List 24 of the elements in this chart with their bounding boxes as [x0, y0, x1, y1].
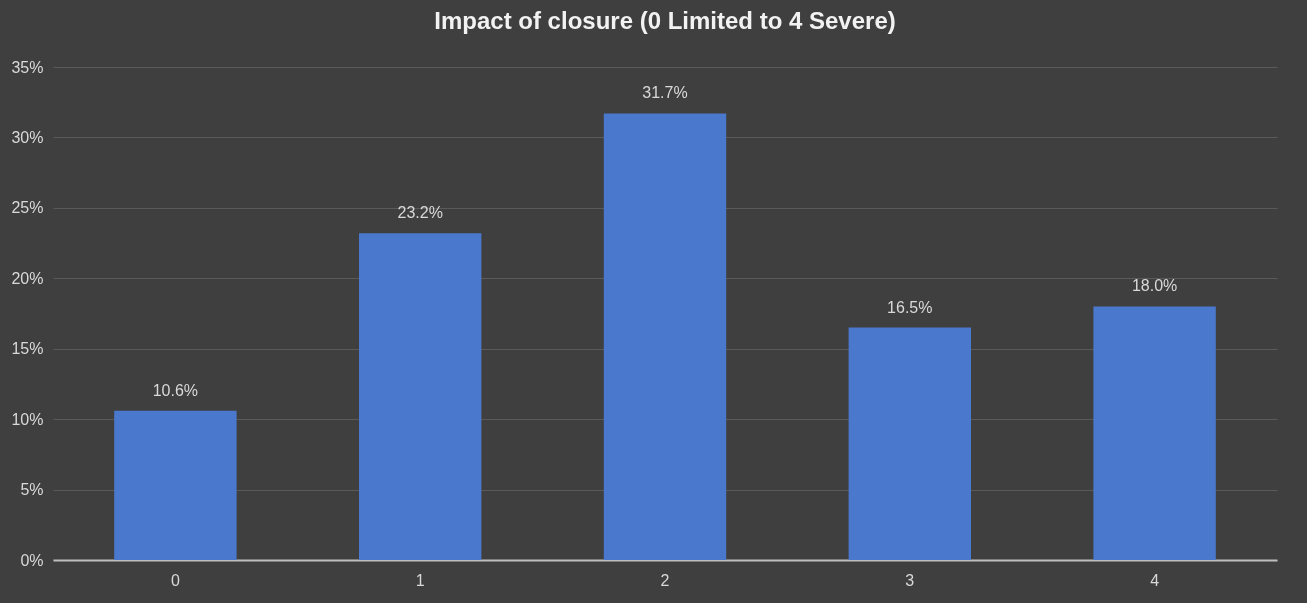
x-tick-label: 1	[415, 571, 425, 589]
bar	[114, 410, 237, 560]
y-tick-label: 35%	[11, 58, 44, 76]
y-tick-label: 15%	[11, 340, 44, 358]
y-tick-label: 10%	[11, 410, 44, 428]
data-label: 16.5%	[887, 298, 933, 316]
y-tick-label: 20%	[11, 269, 44, 287]
y-tick-label: 25%	[11, 199, 44, 217]
chart-title: Impact of closure (0 Limited to 4 Severe)	[434, 7, 896, 34]
y-tick-label: 5%	[20, 481, 44, 499]
x-tick-label: 2	[660, 571, 670, 589]
x-tick-label: 0	[170, 571, 180, 589]
y-tick-label: 30%	[11, 128, 44, 146]
data-label: 31.7%	[642, 84, 688, 102]
bar	[603, 113, 727, 560]
data-label: 23.2%	[397, 204, 443, 222]
bar	[848, 327, 971, 560]
x-tick-label: 3	[905, 571, 915, 589]
y-tick-label: 0%	[20, 551, 44, 569]
bar	[1093, 306, 1216, 560]
data-label: 10.6%	[152, 381, 199, 399]
x-tick-label: 4	[1150, 571, 1160, 589]
data-label: 18.0%	[1131, 277, 1178, 295]
bar	[359, 233, 482, 560]
